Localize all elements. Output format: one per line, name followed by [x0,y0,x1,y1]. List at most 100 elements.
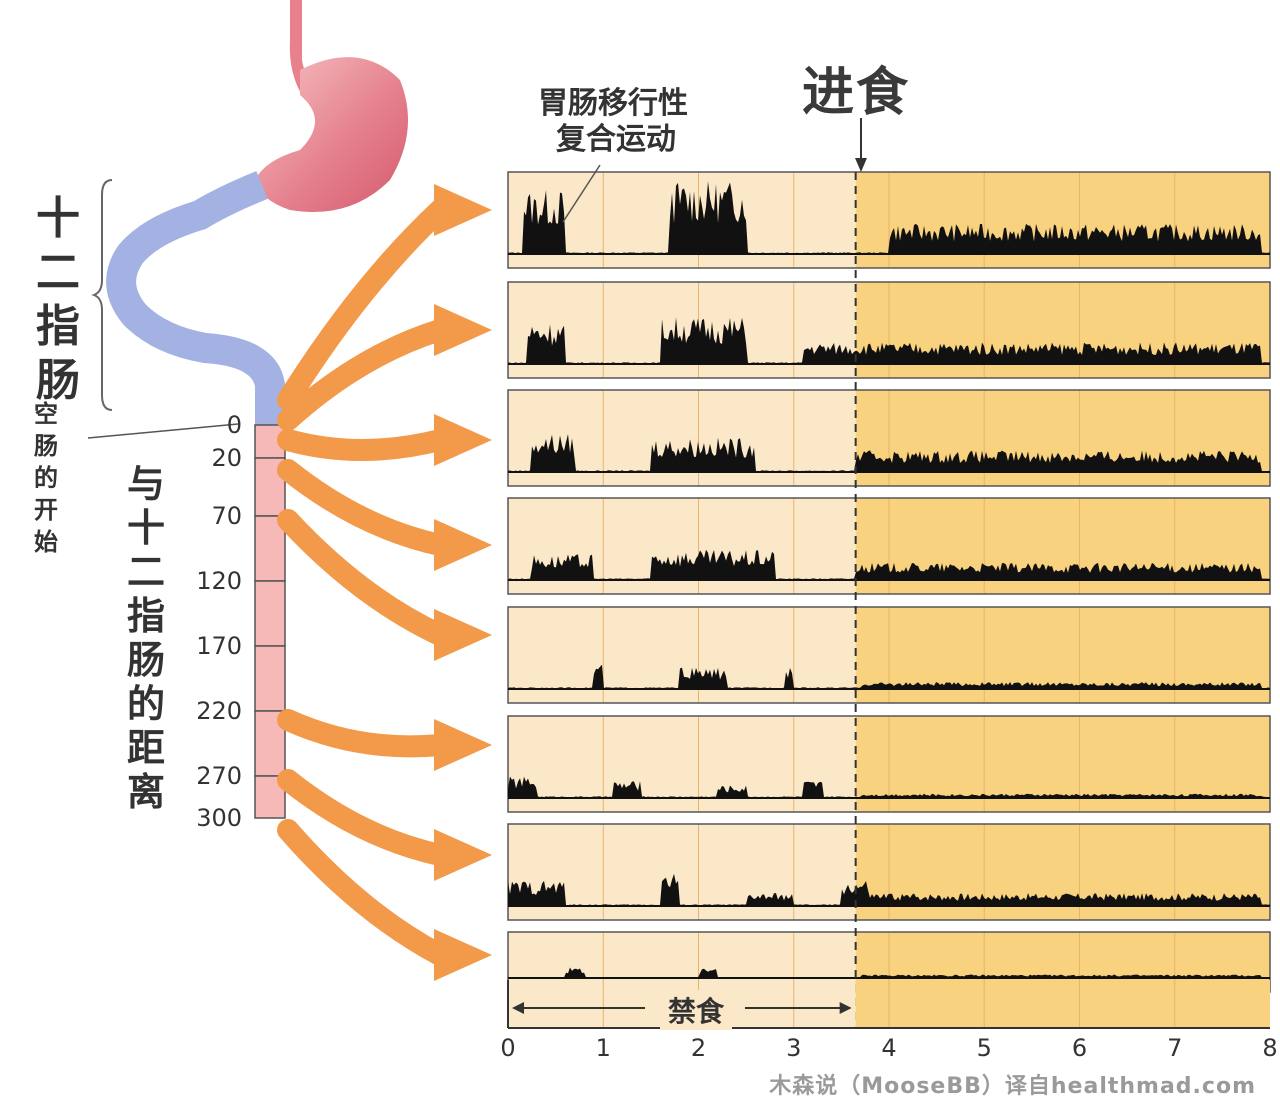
mmc-pointer [562,164,601,223]
fasting-bg [508,824,856,920]
arrow-body [277,459,451,556]
duodenum-brace [91,179,113,411]
x-tick-label: 0 [500,1034,516,1062]
arrow-head [434,719,492,771]
arrow-body [277,319,451,431]
distance-tick-label: 170 [196,632,242,660]
fasting-label: 禁食 [660,990,733,1030]
arrow-head [434,304,492,356]
feeding-arrowhead [855,158,867,172]
distance-tick-label: 120 [196,567,242,595]
distance-char-0: 与 [126,462,165,506]
jejunum-char-0: 空 [34,400,58,428]
motility-trace [508,434,1270,472]
distance-char-3: 指 [126,594,165,638]
distance-tick-label: 20 [211,444,242,472]
duodenum-char-2: 指 [36,301,80,352]
distance-tick-label: 70 [211,502,242,530]
jejunum-segment [254,580,286,647]
fed-axis-bg [855,980,1270,1028]
arrow-body [277,709,451,758]
x-tick-label: 8 [1262,1034,1278,1062]
duodenum-label: 十二指肠 [34,192,82,408]
trace-panel-5 [507,606,1271,704]
arrows [277,184,492,981]
motility-trace [508,549,1270,580]
chart [507,171,1271,1029]
panel-border [507,389,1271,487]
trace-panel-1 [507,171,1271,269]
stomach-group [255,0,408,213]
x-axis [507,980,1270,1029]
arrow-head [434,829,492,881]
arrow-head [434,414,492,466]
fasting-bg [508,716,856,812]
jejunum-pointer [87,423,239,439]
arrow-body [277,429,451,461]
mmc-label-line2: 复合运动 [556,122,676,157]
motility-trace [508,873,1270,906]
jejunum-start-label: 空肠的开始 [30,398,62,558]
panel-border [507,497,1271,595]
jejunum-segment [254,645,286,712]
trace-panel-2 [507,281,1271,379]
x-tick-label: 6 [1071,1034,1088,1062]
x-tick-label: 4 [881,1034,897,1062]
x-tick-label: 3 [786,1034,802,1062]
arrow-head [434,929,492,981]
jejunum-char-3: 开 [34,496,58,524]
fasting-arrowhead-right [839,1002,852,1014]
duodenum-char-0: 十 [36,193,80,244]
x-tick-label: 7 [1167,1034,1183,1062]
arrow-body [277,769,451,866]
jejunum-tube [254,424,286,819]
trace-panel-3 [507,389,1271,487]
duodenum-char-3: 肠 [36,355,80,406]
distance-tick-label: 300 [196,804,242,832]
panel-border [507,606,1271,704]
jejunum-char-2: 的 [34,464,58,492]
esophagus [289,0,320,100]
x-tick-label: 2 [690,1034,707,1062]
duodenum-char-1: 二 [36,247,80,298]
panel-border [507,823,1271,921]
distance-char-4: 肠 [126,638,165,682]
motility-trace [508,776,1270,798]
distance-tick-label: 270 [196,762,242,790]
trace-panel-6 [507,715,1271,813]
feeding-title: 进食 [802,63,911,123]
arrow-head [434,184,492,236]
motility-trace [508,317,1270,364]
arrow-body [277,199,451,411]
arrow-body [277,509,451,646]
panel-border [507,171,1271,269]
panel-border [507,715,1271,813]
distance-axis-label: 与十二指肠的距离 [124,462,168,814]
x-tick-label: 5 [976,1034,992,1062]
distance-tick-label: 0 [226,411,242,439]
fasting-arrowhead-left [512,1002,524,1014]
x-tick-label: 1 [595,1034,611,1062]
distance-char-7: 离 [126,770,165,814]
motility-trace [508,967,1270,978]
distance-char-5: 的 [126,682,165,726]
stomach [255,57,408,213]
motility-trace [508,181,1270,254]
watermark: 木森说（MooseBB）译自healthmad.com [769,1074,1256,1099]
mmc-label-line1: 胃肠移行性 [538,86,688,121]
duodenum [106,171,285,425]
trace-panel-4 [507,497,1271,595]
trace-panel-7 [507,823,1271,921]
arrow-body [277,819,451,966]
panel-border [507,281,1271,379]
arrow-head [434,609,492,661]
motility-trace [508,664,1270,689]
jejunum-char-1: 肠 [34,432,58,460]
distance-char-1: 十 [126,506,165,550]
jejunum-char-4: 始 [34,528,58,556]
distance-char-2: 二 [126,550,165,594]
arrow-head [434,519,492,571]
distance-tick-label: 220 [196,697,242,725]
distance-char-6: 距 [126,726,165,770]
